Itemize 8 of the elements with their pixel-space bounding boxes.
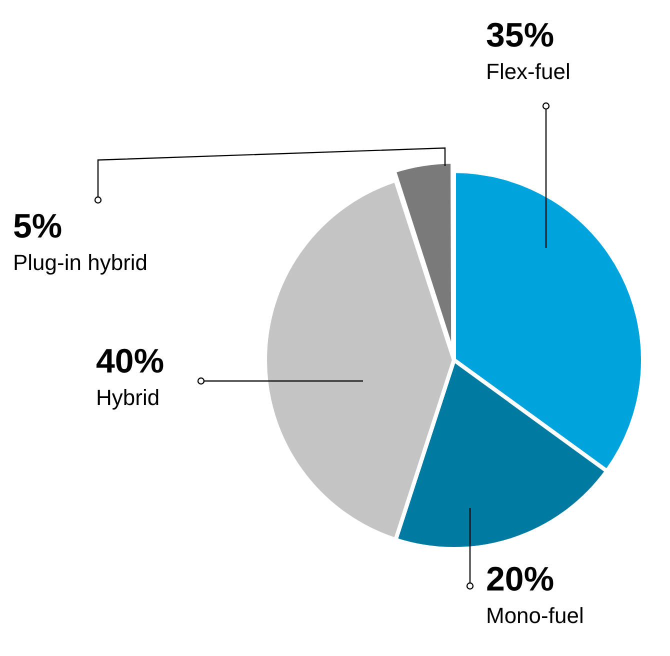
slice-label: Plug-in hybrid (13, 250, 148, 276)
data-label: 20% (486, 560, 554, 598)
data-label: 35% (486, 16, 554, 54)
slice-label: Mono-fuel (486, 603, 584, 628)
data-label: 5% (13, 207, 62, 246)
data-label: 40% (96, 342, 164, 380)
slice-label: Hybrid (96, 385, 160, 410)
slice-label: Flex-fuel (486, 59, 570, 84)
